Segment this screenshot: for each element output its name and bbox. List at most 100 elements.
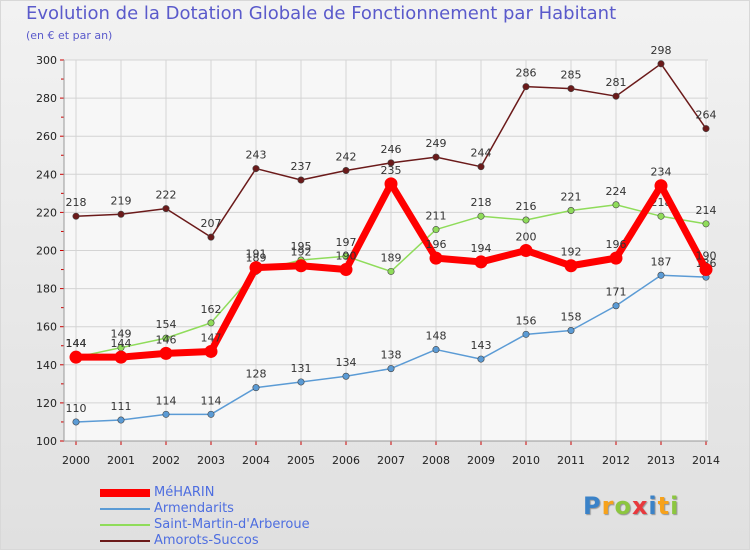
data-label: 111 [111,400,132,413]
data-label: 242 [336,150,357,163]
data-label: 144 [111,337,132,350]
data-label: 171 [606,286,627,299]
data-point [522,83,530,91]
data-point [657,212,665,220]
logo-letter: r [601,492,615,520]
data-label: 190 [336,250,357,263]
x-tick-label: 2005 [287,454,315,467]
data-label: 197 [336,236,357,249]
data-point [252,165,260,173]
data-label: 131 [291,362,312,375]
data-point [522,330,530,338]
x-tick-label: 2008 [422,454,450,467]
legend-swatch [100,524,150,526]
data-point [567,85,575,93]
data-point [117,416,125,424]
data-label: 191 [246,248,267,261]
data-label: 207 [201,217,222,230]
data-point [567,327,575,335]
legend-label: Saint-Martin-d'Arberoue [154,517,310,532]
logo-letter: P [583,492,602,520]
data-point [477,212,485,220]
x-tick-label: 2001 [107,454,135,467]
data-label: 154 [156,318,177,331]
data-point [432,346,440,354]
data-label: 134 [336,356,357,369]
data-label: 190 [696,250,717,263]
data-label: 158 [561,311,582,324]
data-point [567,206,575,214]
data-label: 237 [291,160,312,173]
data-label: 143 [471,339,492,352]
data-point [702,220,710,228]
data-label: 286 [516,67,537,80]
data-label: 196 [606,238,627,251]
data-point [564,259,578,273]
data-label: 211 [426,210,447,223]
y-tick-label: 220 [36,206,57,219]
data-label: 114 [201,394,222,407]
data-label: 144 [66,337,87,350]
data-label: 194 [471,242,492,255]
x-tick-label: 2013 [647,454,675,467]
data-label: 243 [246,149,267,162]
data-point [207,319,215,327]
data-label: 235 [381,164,402,177]
data-point [522,216,530,224]
data-label: 138 [381,349,402,362]
data-point [207,410,215,418]
x-tick-label: 2004 [242,454,270,467]
y-tick-label: 140 [36,359,57,372]
data-label: 147 [201,331,222,344]
data-point [252,384,260,392]
logo-text: Proxiti [583,492,679,520]
x-tick-label: 2006 [332,454,360,467]
data-point [162,205,170,213]
data-point [204,344,218,358]
legend-label: Amorots-Succos [154,533,259,548]
x-tick-label: 2014 [692,454,720,467]
x-tick-label: 2000 [62,454,90,467]
data-point [159,346,173,360]
legend-label: Armendarits [154,501,234,516]
data-point [699,263,713,277]
legend-swatch [100,540,150,542]
y-tick-label: 180 [36,283,57,296]
data-point [114,350,128,364]
data-point [69,350,83,364]
data-point [72,418,80,426]
data-label: 200 [516,231,537,244]
data-label: 196 [426,238,447,251]
data-point [519,244,533,257]
logo-letter: x [631,492,649,520]
data-label: 219 [111,194,132,207]
data-point [117,210,125,218]
data-point [342,372,350,380]
data-point [477,355,485,363]
y-tick-label: 300 [36,54,57,67]
data-label: 110 [66,402,87,415]
data-label: 216 [516,200,537,213]
data-label: 128 [246,368,267,381]
x-tick-label: 2002 [152,454,180,467]
data-point [702,125,710,133]
data-point [609,251,623,265]
data-label: 224 [606,185,627,198]
x-tick-label: 2010 [512,454,540,467]
x-tick-label: 2012 [602,454,630,467]
data-label: 187 [651,255,672,268]
data-label: 285 [561,69,582,82]
data-label: 218 [66,196,87,209]
logo-letter: o [614,492,632,520]
data-point [162,334,170,342]
data-point [339,263,353,277]
data-label: 298 [651,44,672,57]
data-point [387,159,395,167]
data-point [654,179,668,193]
data-point [657,60,665,68]
data-point [207,233,215,241]
y-tick-label: 120 [36,397,57,410]
data-label: 114 [156,394,177,407]
logo-letter: t [657,492,671,520]
